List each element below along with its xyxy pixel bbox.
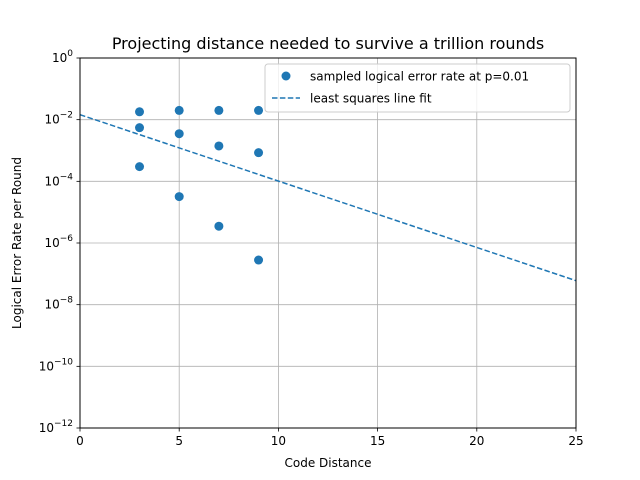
y-tick-label: 10−4 — [44, 172, 73, 188]
y-tick-label: 10−2 — [44, 111, 73, 127]
y-tick-exponent: −6 — [60, 234, 74, 244]
y-tick-exponent: −4 — [60, 172, 74, 182]
x-tick-label: 5 — [175, 434, 183, 448]
y-tick-base: 10 — [39, 359, 54, 373]
data-point — [135, 123, 145, 133]
y-tick-label: 10−6 — [44, 234, 73, 250]
x-tick-label: 10 — [271, 434, 286, 448]
y-tick-base: 10 — [44, 174, 59, 188]
data-point — [214, 141, 224, 151]
y-tick-exponent: −12 — [54, 419, 73, 429]
y-tick-exponent: −2 — [60, 111, 73, 121]
legend-box — [264, 63, 571, 113]
x-axis-label: Code Distance — [284, 456, 371, 470]
y-tick-label: 100 — [52, 49, 73, 65]
y-tick-base: 10 — [44, 236, 59, 250]
legend-marker-swatch — [281, 71, 291, 81]
data-point — [254, 105, 264, 115]
legend: sampled logical error rate at p=0.01 leas… — [264, 63, 571, 113]
y-tick-base: 10 — [39, 421, 54, 435]
data-point — [174, 105, 184, 115]
data-point — [214, 105, 224, 115]
data-point — [174, 129, 184, 139]
y-tick-base: 10 — [44, 113, 59, 127]
y-tick-label: 10−10 — [39, 357, 74, 373]
y-tick-label: 10−12 — [39, 419, 73, 435]
y-tick-base: 10 — [52, 51, 67, 65]
legend-entry-label: least squares line fit — [310, 92, 432, 106]
data-point — [254, 255, 264, 265]
y-tick-base: 10 — [44, 298, 59, 312]
data-point — [135, 162, 145, 172]
y-axis-label: Logical Error Rate per Round — [10, 157, 24, 329]
fit-line — [79, 113, 577, 282]
series-layer — [79, 105, 577, 282]
data-point — [174, 192, 184, 202]
y-tick-exponent: −8 — [60, 296, 74, 306]
y-tick-label: 10−8 — [44, 296, 73, 312]
chart-title: Projecting distance needed to survive a … — [112, 34, 544, 53]
data-point — [254, 148, 264, 158]
legend-entry-label: sampled logical error rate at p=0.01 — [310, 70, 529, 84]
x-tick-label: 0 — [76, 434, 84, 448]
x-tick-label: 20 — [469, 434, 484, 448]
data-point — [135, 107, 145, 117]
grid — [79, 57, 577, 429]
x-tick-label: 25 — [568, 434, 583, 448]
y-tick-exponent: 0 — [67, 49, 73, 59]
data-point — [214, 221, 224, 231]
y-tick-exponent: −10 — [54, 357, 73, 367]
x-tick-label: 15 — [370, 434, 385, 448]
